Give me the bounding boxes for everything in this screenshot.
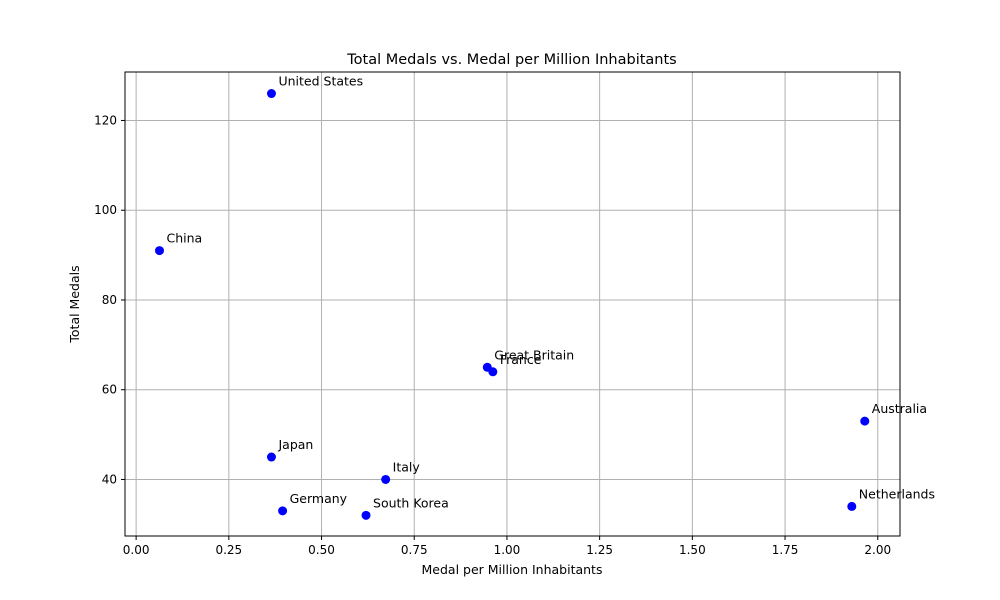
point-label: Germany bbox=[290, 491, 348, 506]
y-axis-label: Total Medals bbox=[67, 265, 82, 343]
x-tick-label: 0.75 bbox=[401, 543, 428, 557]
y-tick-label: 100 bbox=[94, 203, 117, 217]
data-point bbox=[266, 89, 276, 99]
x-axis-label: Medal per Million Inhabitants bbox=[422, 562, 603, 577]
tick-layer: 0.00 0.25 0.50 0.75 1.00 1.25 1.50 1.75 2.00 40 60… bbox=[94, 113, 891, 557]
point-label: France bbox=[500, 352, 542, 367]
point-label: Japan bbox=[277, 437, 313, 452]
data-point bbox=[278, 506, 288, 516]
chart-title: Total Medals vs. Medal per Million Inhab… bbox=[346, 52, 676, 68]
x-tick-label: 1.25 bbox=[586, 543, 613, 557]
data-point bbox=[860, 416, 870, 426]
data-point bbox=[847, 501, 857, 511]
point-label: South Korea bbox=[373, 495, 449, 510]
y-tick-label: 60 bbox=[102, 383, 117, 397]
point-label: Netherlands bbox=[859, 486, 935, 501]
x-tick-label: 1.00 bbox=[494, 543, 521, 557]
x-tick-label: 2.00 bbox=[864, 543, 891, 557]
data-point bbox=[266, 452, 276, 462]
x-tick-label: 0.00 bbox=[123, 543, 150, 557]
y-tick-label: 120 bbox=[94, 113, 117, 127]
x-tick-label: 0.50 bbox=[308, 543, 335, 557]
data-point bbox=[361, 510, 371, 520]
point-label: China bbox=[166, 231, 202, 246]
data-point bbox=[154, 246, 164, 256]
point-label: Australia bbox=[872, 401, 927, 416]
grid-layer bbox=[125, 72, 900, 536]
x-tick-label: 0.25 bbox=[215, 543, 242, 557]
x-tick-label: 1.50 bbox=[679, 543, 706, 557]
y-tick-label: 40 bbox=[102, 472, 117, 486]
plot-frame bbox=[124, 71, 901, 537]
data-point bbox=[488, 367, 498, 377]
point-label: Italy bbox=[393, 459, 421, 474]
point-label: Great Britain bbox=[494, 347, 574, 362]
x-tick-label: 1.75 bbox=[772, 543, 799, 557]
point-label: United States bbox=[278, 74, 363, 89]
y-tick-label: 80 bbox=[102, 293, 117, 307]
data-point bbox=[381, 474, 391, 484]
